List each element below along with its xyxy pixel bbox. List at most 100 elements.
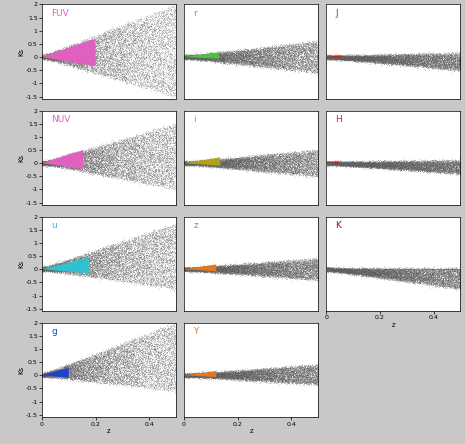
Point [135, 270, 142, 277]
Point [157, 175, 164, 182]
Point [399, 271, 407, 278]
Point [184, 55, 192, 62]
Point [247, 367, 254, 374]
Point [69, 370, 77, 377]
Point [53, 56, 60, 63]
Point [57, 56, 64, 63]
Point [396, 272, 404, 279]
Point [94, 70, 102, 77]
Point [369, 161, 376, 168]
Point [302, 275, 309, 282]
Point [286, 155, 294, 162]
Point [286, 59, 293, 66]
Point [441, 160, 449, 167]
Point [429, 62, 436, 69]
Point [224, 374, 232, 381]
Point [361, 54, 368, 61]
Point [259, 263, 266, 270]
Point [392, 268, 399, 275]
Point [50, 159, 57, 166]
Point [446, 162, 453, 169]
Point [432, 165, 439, 172]
Point [409, 156, 417, 163]
Point [305, 376, 312, 383]
Point [278, 154, 285, 161]
Point [111, 256, 118, 263]
Point [420, 52, 428, 59]
Point [219, 269, 227, 276]
Point [51, 56, 58, 63]
Point [199, 267, 206, 274]
Point [426, 276, 433, 283]
Point [294, 154, 301, 161]
Point [231, 161, 239, 168]
Point [73, 255, 81, 262]
Point [153, 229, 160, 236]
Point [136, 366, 143, 373]
Point [353, 51, 360, 58]
Point [375, 269, 382, 276]
Point [278, 165, 285, 172]
Point [124, 36, 131, 44]
Point [285, 165, 292, 172]
Point [399, 53, 407, 60]
Point [385, 159, 392, 166]
Point [264, 367, 271, 374]
Point [414, 54, 422, 61]
Point [343, 160, 350, 167]
Point [365, 268, 372, 275]
Point [324, 264, 331, 271]
Point [376, 267, 383, 274]
Point [123, 242, 130, 250]
Point [356, 54, 363, 61]
Point [379, 274, 386, 281]
Point [255, 376, 263, 383]
Point [304, 362, 312, 369]
Point [145, 149, 153, 156]
Point [362, 266, 370, 273]
Point [374, 270, 381, 278]
Point [420, 272, 428, 279]
Point [40, 160, 47, 167]
Point [123, 149, 131, 156]
Point [140, 17, 147, 24]
Point [103, 155, 110, 162]
Point [313, 374, 320, 381]
Point [42, 158, 49, 165]
Point [143, 26, 151, 33]
Point [255, 50, 263, 57]
Point [201, 266, 208, 273]
Point [61, 270, 68, 277]
Point [385, 267, 392, 274]
Point [351, 53, 358, 60]
Point [193, 159, 200, 166]
Point [332, 52, 339, 59]
Point [205, 269, 212, 276]
Point [260, 264, 268, 271]
Point [355, 160, 363, 167]
Point [47, 52, 55, 59]
Point [227, 161, 234, 168]
Point [362, 52, 370, 59]
Point [449, 58, 456, 65]
Point [170, 150, 178, 157]
Point [345, 160, 353, 167]
Point [307, 273, 314, 280]
Point [264, 261, 272, 268]
Point [113, 140, 120, 147]
Point [300, 263, 307, 270]
Point [192, 161, 199, 168]
Point [69, 51, 76, 58]
Point [282, 364, 289, 371]
Point [307, 163, 315, 170]
Point [236, 265, 244, 272]
Point [379, 58, 387, 65]
Point [296, 273, 304, 280]
Point [280, 44, 287, 51]
Point [195, 52, 203, 59]
Point [145, 130, 153, 137]
Point [385, 275, 392, 282]
Point [143, 244, 151, 251]
Point [202, 266, 210, 274]
Point [90, 362, 97, 369]
